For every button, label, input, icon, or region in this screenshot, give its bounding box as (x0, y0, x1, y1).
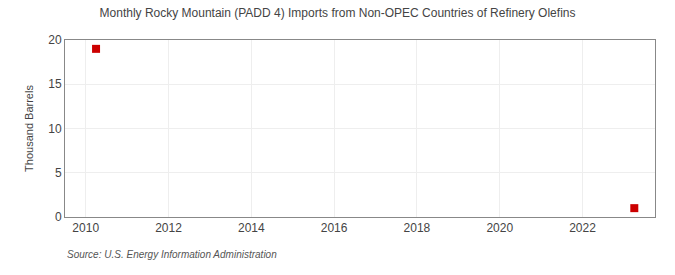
svg-text:5: 5 (55, 166, 62, 180)
svg-text:0: 0 (55, 210, 62, 224)
svg-text:2016: 2016 (321, 221, 348, 235)
svg-text:2012: 2012 (155, 221, 182, 235)
svg-text:2018: 2018 (404, 221, 431, 235)
svg-text:2022: 2022 (569, 221, 596, 235)
svg-text:2010: 2010 (72, 221, 99, 235)
svg-text:Thousand Barrels: Thousand Barrels (23, 85, 35, 172)
svg-text:20: 20 (48, 33, 62, 47)
svg-text:2014: 2014 (238, 221, 265, 235)
svg-text:Source: U.S. Energy Informatio: Source: U.S. Energy Information Administ… (67, 249, 277, 260)
svg-text:15: 15 (48, 77, 62, 91)
svg-text:2020: 2020 (486, 221, 513, 235)
svg-text:Monthly Rocky Mountain (PADD 4: Monthly Rocky Mountain (PADD 4) Imports … (100, 6, 576, 20)
svg-text:10: 10 (48, 122, 62, 136)
